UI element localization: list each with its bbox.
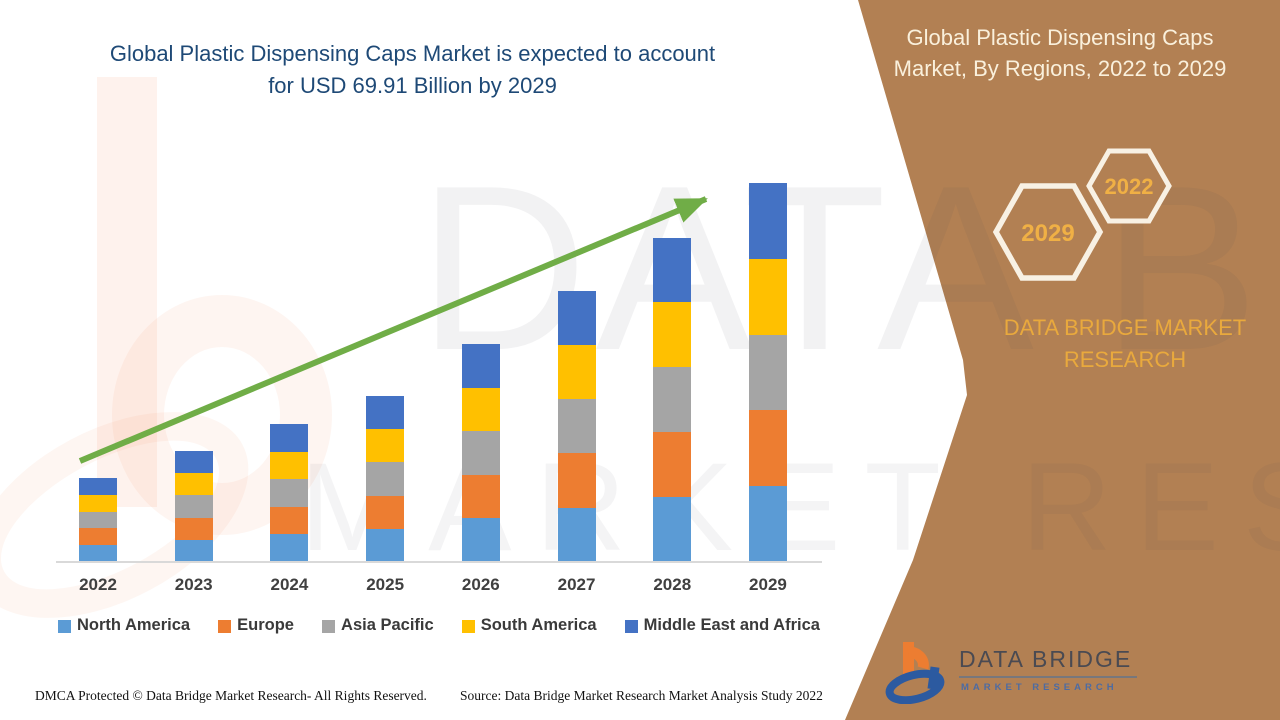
legend-swatch: [218, 619, 232, 633]
bar-segment-middle-east-and-africa: [557, 290, 596, 345]
bar-segment-south-america: [748, 258, 787, 335]
brand-name-line2: RESEARCH: [1063, 347, 1187, 372]
legend-item-europe: Europe: [218, 616, 294, 635]
bar-segment-north-america: [270, 534, 309, 562]
bar-segment-south-america: [557, 344, 596, 400]
bar-segment-middle-east-and-africa: [174, 451, 213, 474]
company-logo-icon: [885, 642, 945, 704]
bar-segment-south-america: [79, 494, 117, 512]
chart-title-line1: Global Plastic Dispensing Caps Market is…: [109, 41, 716, 66]
bar-segment-asia-pacific: [748, 334, 787, 411]
bar-segment-asia-pacific: [557, 399, 596, 454]
sidebar-title-line1: Global Plastic Dispensing Caps: [906, 25, 1214, 50]
bar-segment-asia-pacific: [174, 495, 213, 518]
company-logo-text: DATA BRIDGE: [959, 646, 1133, 672]
stacked-bar-2026: [461, 344, 500, 562]
legend-swatch: [58, 619, 71, 633]
bar-segment-middle-east-and-africa: [653, 237, 692, 303]
bar-segment-middle-east-and-africa: [461, 344, 500, 388]
logo-divider: [959, 676, 1137, 678]
bar-segment-middle-east-and-africa: [748, 183, 787, 259]
bar-segment-north-america: [653, 497, 692, 562]
bar-segment-north-america: [557, 507, 596, 562]
legend-label: North America: [77, 616, 191, 634]
sidebar-title-line2: Market, By Regions, 2022 to 2029: [893, 56, 1227, 81]
bar-segment-north-america: [174, 539, 213, 562]
stacked-bar-2027: [557, 290, 596, 562]
bar-segment-south-america: [653, 302, 692, 368]
bar-segment-europe: [557, 453, 596, 508]
bar-segment-asia-pacific: [653, 367, 692, 433]
bar-segment-europe: [461, 474, 500, 519]
bar-segment-north-america: [748, 486, 787, 562]
x-axis-line: [56, 561, 822, 563]
legend-swatch: [624, 619, 638, 633]
legend-item-south-america: South America: [461, 616, 597, 635]
company-logo: DATA BRIDGE MARKET RESEARCH: [885, 638, 1175, 708]
hexagon-2022-label: 2022: [1105, 174, 1154, 199]
stacked-bar-2024: [270, 424, 309, 562]
bar-segment-north-america: [366, 528, 405, 562]
bar-segment-europe: [366, 495, 405, 529]
bar-segment-asia-pacific: [366, 462, 405, 496]
stacked-bar-2023: [174, 451, 213, 562]
stacked-bar-2029: [748, 183, 787, 562]
hexagon-2022: [1086, 148, 1172, 224]
bar-segment-europe: [653, 432, 692, 498]
chart-title-line2: for USD 69.91 Billion by 2029: [268, 73, 557, 98]
bar-segment-europe: [748, 410, 787, 487]
year-hexagons: 2029 2022: [992, 148, 1172, 281]
stacked-bar-2025: [366, 396, 405, 562]
brand-name-line1: DATA BRIDGE MARKET: [1003, 315, 1247, 340]
bar-segment-middle-east-and-africa: [270, 424, 309, 452]
legend-item-middle-east-and-africa: Middle East and Africa: [624, 616, 820, 635]
dmca-notice: DMCA Protected © Data Bridge Market Rese…: [35, 688, 427, 703]
legend-label: Asia Pacific: [341, 616, 434, 634]
legend-swatch: [322, 619, 336, 633]
bar-segment-europe: [79, 528, 117, 546]
legend-swatch: [461, 619, 475, 633]
brand-name: DATA BRIDGE MARKET RESEARCH: [970, 312, 1280, 376]
chart-title: Global Plastic Dispensing Caps Market is…: [40, 38, 785, 102]
company-logo-subtext: MARKET RESEARCH: [961, 682, 1118, 693]
source-note: Source: Data Bridge Market Research Mark…: [460, 688, 823, 703]
bar-segment-asia-pacific: [79, 511, 117, 529]
bar-segment-south-america: [270, 451, 309, 480]
bar-segment-asia-pacific: [270, 479, 309, 507]
sidebar-title: Global Plastic Dispensing Caps Market, B…: [862, 22, 1258, 84]
bar-segment-middle-east-and-africa: [366, 396, 405, 430]
bar-segment-europe: [270, 506, 309, 535]
bar-segment-south-america: [174, 473, 213, 496]
bar-segment-middle-east-and-africa: [79, 478, 117, 495]
stacked-bar-2022: [79, 478, 117, 562]
bar-segment-north-america: [461, 518, 500, 562]
legend-label: South America: [480, 616, 597, 634]
hexagon-2029: [992, 183, 1104, 281]
bar-segment-south-america: [461, 387, 500, 432]
hexagon-2029-label: 2029: [1021, 220, 1074, 247]
bar-segment-south-america: [366, 429, 405, 463]
bar-segment-asia-pacific: [461, 431, 500, 475]
legend-label: Europe: [237, 616, 294, 634]
legend-item-north-america: North America: [58, 616, 190, 635]
chart-legend: North America Europe Asia Pacific South Ame…: [58, 616, 820, 635]
bar-segment-europe: [174, 517, 213, 540]
bar-segment-north-america: [79, 545, 117, 562]
legend-item-asia-pacific: Asia Pacific: [322, 616, 434, 635]
legend-label: Middle East and Africa: [643, 616, 820, 634]
stacked-bar-2028: [653, 237, 692, 562]
